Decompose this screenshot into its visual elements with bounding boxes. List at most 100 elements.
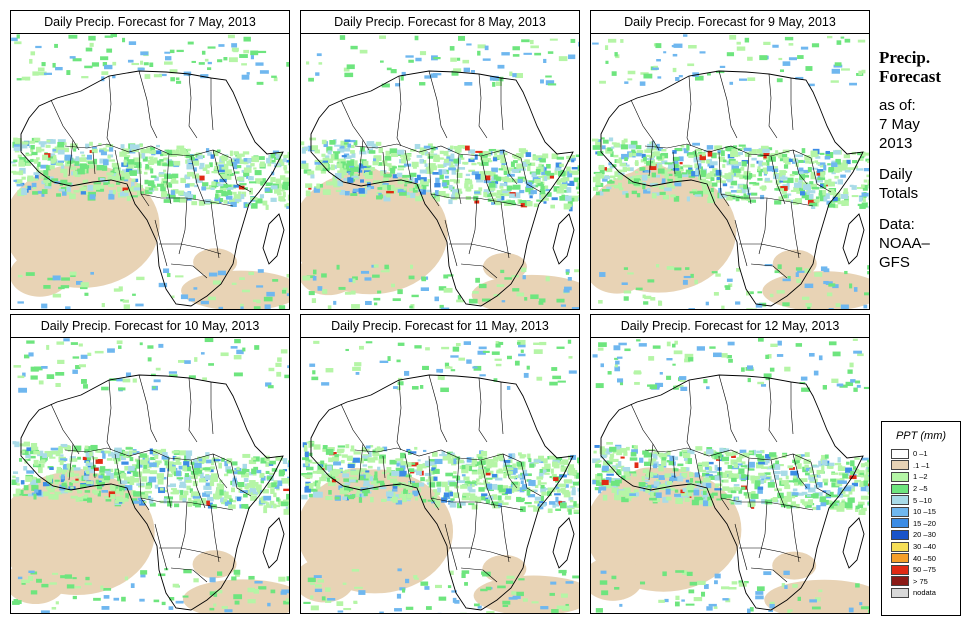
precip-cell: [160, 448, 167, 454]
precip-cell: [796, 190, 801, 194]
precip-cell: [816, 482, 823, 488]
precip-cell: [737, 195, 744, 199]
precip-cell: [335, 469, 344, 472]
precip-cell: [788, 43, 794, 46]
precip-cell: [166, 273, 171, 278]
precip-cell: [390, 184, 395, 191]
precip-cell: [277, 480, 283, 487]
precip-cell: [794, 178, 799, 183]
precip-cell: [435, 196, 440, 202]
precip-cell: [396, 386, 401, 391]
precip-cell: [249, 191, 253, 195]
precip-cell: [829, 462, 835, 467]
precip-cell: [233, 151, 239, 156]
precip-cell: [482, 154, 488, 158]
precip-cell: [175, 275, 184, 278]
precip-cell: [209, 591, 217, 596]
precip-cell: [571, 490, 576, 496]
precip-cell: [205, 475, 213, 481]
precip-cell: [481, 160, 489, 166]
precip-cell: [850, 460, 855, 467]
dry-area: [181, 270, 289, 309]
precip-cell: [348, 139, 356, 143]
precip-cell: [514, 360, 520, 366]
precip-cell: [757, 455, 765, 462]
precip-cell: [795, 154, 803, 158]
precip-cell: [52, 148, 57, 152]
country-border: [770, 155, 786, 205]
precip-cell: [551, 197, 558, 201]
precip-cell: [170, 149, 176, 153]
country-border: [210, 505, 220, 563]
precip-cell: [783, 570, 790, 576]
precip-cell: [240, 306, 244, 309]
precip-cell: [57, 359, 65, 364]
precip-cell: [447, 274, 454, 277]
precip-cell: [123, 171, 131, 175]
precip-cell: [75, 365, 81, 370]
precip-cell: [189, 157, 195, 160]
precip-cell: [210, 201, 214, 205]
precip-cell: [575, 186, 579, 190]
precip-cell: [531, 601, 539, 604]
precip-cell: [697, 153, 706, 156]
precip-cell: [784, 484, 791, 490]
precip-cell: [718, 187, 722, 193]
precip-cell: [726, 355, 732, 359]
precip-cell: [797, 170, 804, 175]
precip-cell: [801, 169, 810, 174]
precip-cell: [649, 384, 658, 390]
precip-cell: [741, 461, 746, 465]
precip-cell: [19, 443, 27, 447]
precip-cell: [867, 265, 869, 270]
precip-cell: [465, 464, 470, 470]
precip-cell: [166, 151, 173, 156]
precip-cell: [749, 149, 757, 155]
precip-cell: [491, 473, 498, 478]
precip-cell: [853, 387, 858, 392]
precip-cell: [513, 178, 518, 183]
precip-cell: [116, 476, 121, 482]
precip-cell: [707, 150, 713, 157]
precip-cell: [471, 461, 478, 468]
country-border: [768, 377, 778, 443]
precip-cell: [492, 504, 500, 509]
precip-cell: [655, 264, 660, 268]
precip-cell: [651, 473, 659, 478]
precip-cell: [540, 606, 549, 610]
precip-cell: [52, 494, 59, 500]
legend-swatch: [891, 483, 909, 494]
precip-cell: [755, 303, 763, 308]
precip-cell: [266, 157, 271, 164]
precip-cell: [109, 484, 116, 491]
precip-cell: [368, 186, 375, 190]
precip-cell: [819, 162, 826, 168]
precip-cell: [613, 345, 621, 351]
precip-cell: [283, 488, 289, 492]
precip-cell: [233, 372, 243, 377]
precip-cell: [373, 302, 378, 306]
data-source-line: Data:: [879, 216, 915, 233]
precip-cell: [416, 488, 422, 493]
precip-cell: [446, 156, 455, 162]
precip-cell: [343, 478, 352, 482]
precip-cell: [630, 140, 638, 145]
precip-cell: [369, 166, 375, 171]
precip-cell: [391, 283, 395, 288]
precip-cell: [430, 193, 435, 198]
precip-cell: [558, 56, 568, 62]
precip-cell: [807, 306, 811, 309]
precip-cell: [781, 583, 786, 588]
precip-cell: [542, 153, 549, 159]
precip-cell: [280, 349, 288, 354]
precip-cell: [313, 444, 321, 450]
precip-cell: [457, 167, 466, 170]
precip-cell: [343, 485, 350, 491]
precip-cell: [578, 183, 579, 189]
precip-cell: [420, 189, 426, 195]
precip-cell: [147, 495, 151, 500]
precip-cell: [763, 373, 772, 378]
precip-cell: [811, 43, 820, 48]
precip-cell: [648, 458, 656, 463]
precip-cell: [760, 383, 767, 387]
